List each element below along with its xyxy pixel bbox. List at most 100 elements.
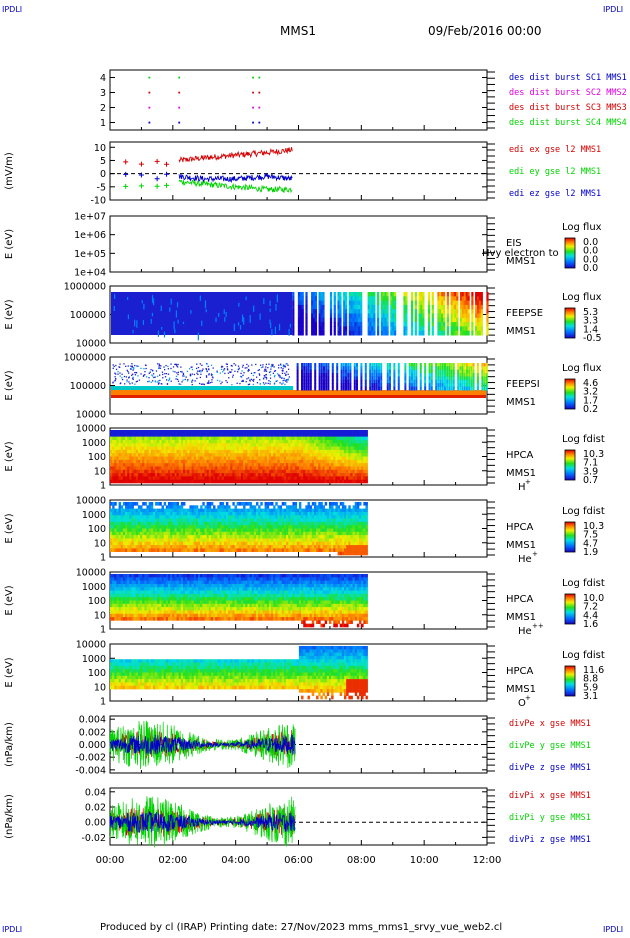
spectrogram-cell [365, 373, 367, 377]
spectrogram-cell [312, 480, 314, 484]
spectrogram-cell [110, 502, 112, 506]
spectrogram-cell [198, 522, 200, 526]
spectrogram-cell [345, 331, 347, 336]
spectrogram-cell [275, 480, 277, 484]
spectrogram-cell [198, 480, 200, 484]
spectrogram-cell [357, 480, 359, 484]
spectrogram-cell [157, 538, 159, 542]
spectrogram-cell [213, 453, 215, 457]
spectrogram-cell [470, 377, 472, 381]
spectrogram-cell [275, 440, 277, 444]
spectrogram-cell [392, 301, 394, 306]
spectrogram-cell [114, 545, 116, 549]
spectrogram-cell [360, 387, 362, 391]
spectrogram-cell [325, 460, 327, 464]
spectrogram-cell [376, 380, 378, 384]
spectrogram-cell [486, 331, 488, 336]
spectrogram-cell [340, 466, 342, 470]
spectrogram-cell [334, 326, 336, 331]
spectrogram-cell [320, 437, 322, 441]
spectrogram-cell [131, 515, 133, 519]
spectrogram-cell [185, 450, 187, 454]
spectrogram-cell [303, 377, 305, 381]
spectrogram-cell [484, 366, 486, 370]
spectrogram-cell [245, 457, 247, 461]
spectrogram-cell [250, 473, 252, 477]
spectrogram-cell [311, 296, 313, 301]
spectrogram-cell [192, 545, 194, 549]
spectrogram-cell [258, 453, 260, 457]
spectrogram-cell [142, 519, 144, 523]
spectrogram-cell [226, 457, 228, 461]
spectrogram-cell [468, 363, 470, 367]
spectrogram-cell [202, 453, 204, 457]
spectrogram-cell [448, 373, 450, 377]
spectrogram-cell [370, 305, 372, 310]
spectrogram-cell [217, 447, 219, 451]
spectrogram-cell [477, 292, 479, 297]
spectrogram-cell [297, 363, 299, 367]
spectrogram-cell [443, 305, 445, 310]
spectrogram-cell [226, 470, 228, 474]
spectrogram-cell [252, 529, 254, 533]
spectrogram-cell [151, 480, 153, 484]
spectrogram-cell [262, 437, 264, 441]
spectrogram-cell [134, 440, 136, 444]
spectrogram-cell [241, 450, 243, 454]
spectrogram-cell [329, 453, 331, 457]
spectrogram-cell [230, 450, 232, 454]
spectrogram-cell [347, 363, 349, 367]
spectrogram-cell [157, 450, 159, 454]
spectrogram-cell [386, 314, 388, 319]
spectrogram-cell [359, 443, 361, 447]
spectrogram-cell [256, 460, 258, 464]
spectrogram-cell [211, 470, 213, 474]
spectrogram-cell [207, 440, 209, 444]
spectrogram-cell [429, 377, 431, 381]
spectrogram-cell [250, 433, 252, 437]
spectrogram-cell [247, 457, 249, 461]
spectrogram-cell [446, 383, 448, 387]
legend-entry: des dist burst SC3 MMS3 [509, 103, 627, 113]
spectrogram-cell [466, 363, 468, 367]
spectrogram-cell [213, 476, 215, 480]
spectrogram-cell [237, 371, 238, 372]
spectrogram-cell [116, 532, 118, 536]
spectrogram-cell [134, 433, 136, 437]
spectrogram-cell [224, 473, 226, 477]
spectrogram-cell [146, 548, 148, 552]
spectrogram-cell [164, 480, 166, 484]
spectrogram-cell [177, 515, 179, 519]
spectrogram-cell [159, 364, 160, 365]
spectrogram-cell [353, 318, 355, 323]
spectrogram-cell [262, 364, 263, 365]
spectrogram-cell [114, 440, 116, 444]
spectrogram-cell [323, 440, 325, 444]
spectrogram-cell [121, 509, 123, 513]
spectrogram-cell [241, 525, 243, 529]
spectrogram-cell [187, 480, 189, 484]
spectrogram-cell [129, 538, 131, 542]
spectrogram-cell [196, 466, 198, 470]
spectrogram-cell [302, 331, 304, 336]
spectrogram-cell [464, 326, 466, 331]
spectrogram-cell [337, 326, 339, 331]
spectrogram-cell [413, 380, 415, 384]
spectrogram-cell [221, 382, 222, 383]
spectrogram-cell [477, 331, 479, 336]
spectrogram-cell [260, 473, 262, 477]
spectrogram-cell [358, 314, 360, 319]
spectrogram-cell [226, 529, 228, 533]
spectrogram-cell [320, 447, 322, 451]
spectrogram-cell [246, 378, 247, 379]
spectrogram-cell [247, 522, 249, 526]
spectrogram-cell [183, 515, 185, 519]
spectrogram-cell [129, 460, 131, 464]
spectrogram-cell [170, 463, 172, 467]
spectrogram-cell [125, 457, 127, 461]
spectrogram-cell [177, 430, 179, 434]
spectrogram-cell [378, 387, 380, 391]
spectrogram-cell [471, 305, 473, 310]
spectrogram-cell [209, 509, 211, 513]
spectrogram-cell [224, 542, 226, 546]
